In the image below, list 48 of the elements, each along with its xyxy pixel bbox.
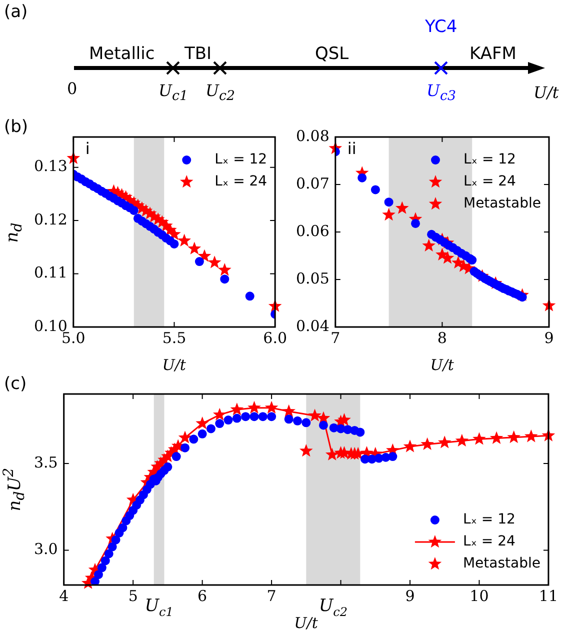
text: U$_{c3}$ — [426, 80, 456, 104]
annotation: ii — [347, 139, 356, 158]
x-tick-label: 4 — [59, 586, 69, 605]
chart-title: (b) — [4, 117, 28, 137]
x-tick-label: 9 — [544, 328, 554, 347]
legend-label: Lₓ = 12 — [214, 152, 268, 168]
text: Metallic — [89, 44, 155, 64]
text: YC4 — [425, 17, 458, 37]
y-tick-label: 0.13 — [34, 157, 68, 176]
legend-label: Lₓ = 12 — [463, 152, 516, 168]
text: U$_{c1}$ — [158, 80, 188, 104]
x-axis-title: U/t — [294, 614, 318, 632]
x-tick-label: 7 — [330, 328, 340, 347]
x-tick-label: 7 — [266, 586, 276, 605]
legend-label: Metastable — [462, 556, 540, 572]
x-axis-title: U/t — [430, 356, 454, 374]
y-tick-label: 0.04 — [296, 316, 330, 335]
y-tick-label: 0.05 — [296, 269, 330, 288]
y-tick-label: 3.5 — [34, 453, 58, 472]
x-tick-label: 6.0 — [263, 328, 287, 347]
legend-label: Metastable — [463, 196, 542, 212]
x-tick-label: 6 — [198, 586, 208, 605]
text: (a) — [4, 2, 28, 22]
annotation: i — [85, 139, 90, 158]
y-tick-label: 0.08 — [296, 126, 330, 145]
chart-title: (c) — [4, 374, 27, 394]
y-tick-label: 0.11 — [34, 264, 68, 282]
x-axis-title: U/t — [162, 356, 186, 374]
y-tick-label: 3.0 — [34, 540, 58, 558]
text: 0 — [67, 78, 78, 98]
legend-label: Lₓ = 24 — [462, 534, 516, 550]
legend-label: Lₓ = 24 — [463, 174, 516, 190]
legend-label: Lₓ = 12 — [462, 512, 516, 528]
x-tick-label: 11 — [538, 586, 558, 605]
x-tick-label: 10 — [470, 586, 489, 605]
text: U/t — [534, 82, 559, 102]
y-tick-label: 0.12 — [34, 210, 68, 228]
legend-label: Lₓ = 24 — [214, 174, 268, 190]
y-tick-label: 0.06 — [296, 222, 330, 240]
x-tick-label: 8 — [437, 328, 447, 347]
text: TBI — [184, 44, 212, 64]
text: QSL — [315, 44, 349, 64]
x-tick-label: 9 — [405, 586, 415, 605]
text: U$_{c2}$ — [206, 80, 235, 104]
y-tick-label: 0.07 — [296, 174, 330, 192]
x-tick-label: 5 — [128, 586, 138, 605]
x-tick-label: 5.5 — [162, 328, 186, 347]
text: KAFM — [470, 44, 516, 64]
